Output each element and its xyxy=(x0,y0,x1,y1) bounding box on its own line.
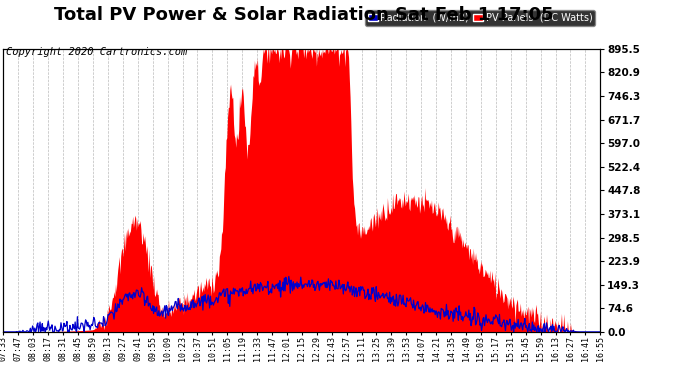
Text: Total PV Power & Solar Radiation Sat Feb 1 17:05: Total PV Power & Solar Radiation Sat Feb… xyxy=(54,6,553,24)
Legend: Radiation  (W/m2), PV Panels  (DC Watts): Radiation (W/m2), PV Panels (DC Watts) xyxy=(365,10,595,26)
Text: Copyright 2020 Cartronics.com: Copyright 2020 Cartronics.com xyxy=(6,47,187,57)
